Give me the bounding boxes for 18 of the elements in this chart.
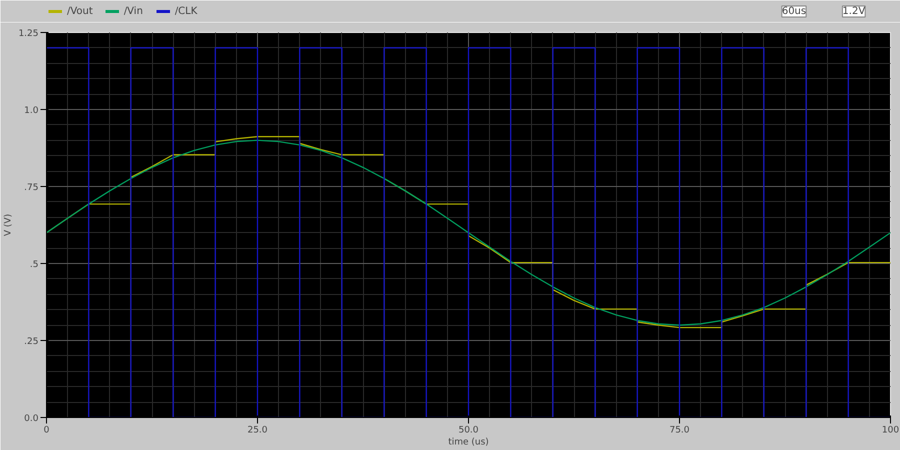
x-tick-label: 0 <box>44 426 50 436</box>
legend-label: /Vin <box>124 5 144 17</box>
y-tick-label: .25 <box>24 337 39 347</box>
x-tick-label: 100 <box>882 426 900 436</box>
text: 1.2V <box>842 6 866 17</box>
x-tick-label: 25.0 <box>247 426 268 436</box>
y-tick-label: .5 <box>30 260 39 270</box>
y-tick-label: 0.0 <box>24 414 39 424</box>
text: 60us <box>782 6 806 17</box>
x-tick-label: 50.0 <box>458 426 479 436</box>
y-tick-label: 1.25 <box>18 29 39 39</box>
legend-label: /Vout <box>67 5 93 17</box>
x-axis-title: time (us) <box>448 438 489 448</box>
y-axis-title: V (V) <box>3 214 14 236</box>
y-tick-label: 1.0 <box>24 106 39 116</box>
x-tick-label: 75.0 <box>669 426 690 436</box>
legend-label: /CLK <box>174 5 198 17</box>
y-tick-label: .75 <box>24 183 39 193</box>
